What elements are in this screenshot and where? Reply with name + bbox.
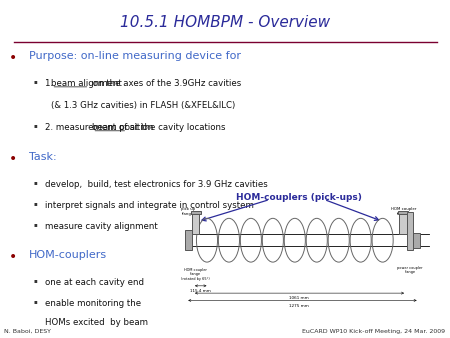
Text: •: •: [9, 250, 17, 264]
Text: 2. measurement of: 2. measurement of: [45, 123, 130, 132]
Text: enable monitoring the: enable monitoring the: [45, 299, 141, 308]
Text: beam alignment: beam alignment: [51, 79, 122, 89]
Text: 10.5.1 HOMBPM - Overview: 10.5.1 HOMBPM - Overview: [120, 15, 330, 30]
Bar: [191, 211, 201, 214]
Text: 1.: 1.: [45, 79, 56, 89]
Text: 1275 mm: 1275 mm: [289, 304, 309, 308]
Text: 1061 mm: 1061 mm: [289, 296, 309, 300]
Bar: [400, 214, 407, 234]
Bar: [407, 212, 413, 250]
Text: interpret signals and integrate in control system: interpret signals and integrate in contr…: [45, 201, 254, 210]
Text: HOM-couplers: HOM-couplers: [29, 250, 108, 261]
Text: HOM-couplers (pick-ups): HOM-couplers (pick-ups): [236, 193, 362, 202]
Text: 115.4 mm: 115.4 mm: [190, 289, 211, 293]
Text: pick up
flange: pick up flange: [181, 208, 196, 216]
Text: ▪: ▪: [34, 222, 37, 227]
Text: at the cavity locations: at the cavity locations: [127, 123, 226, 132]
Text: HOMs excited  by beam: HOMs excited by beam: [45, 318, 148, 327]
Text: ▪: ▪: [34, 278, 37, 283]
Bar: [185, 230, 192, 250]
Bar: [398, 211, 408, 214]
Text: measure cavity alignment: measure cavity alignment: [45, 222, 158, 231]
Text: HOM coupler
flange
(rotated by 65°): HOM coupler flange (rotated by 65°): [181, 268, 210, 281]
Text: HOM coupler
flange: HOM coupler flange: [391, 208, 416, 216]
Text: •: •: [9, 152, 17, 166]
Text: N. Baboi, DESY: N. Baboi, DESY: [4, 329, 51, 334]
Text: ▪: ▪: [34, 79, 37, 84]
Text: ▪: ▪: [34, 123, 37, 128]
Text: on the axes of the 3.9GHz cavities: on the axes of the 3.9GHz cavities: [90, 79, 241, 89]
Text: ▪: ▪: [34, 180, 37, 185]
Text: •: •: [9, 51, 17, 65]
Bar: [192, 214, 199, 234]
Text: EuCARD WP10 Kick-off Meeting, 24 Mar. 2009: EuCARD WP10 Kick-off Meeting, 24 Mar. 20…: [302, 329, 446, 334]
Text: (& 1.3 GHz cavities) in FLASH (&XFEL&ILC): (& 1.3 GHz cavities) in FLASH (&XFEL&ILC…: [51, 101, 235, 111]
Text: develop,  build, test electronics for 3.9 GHz cavities: develop, build, test electronics for 3.9…: [45, 180, 268, 189]
Text: power coupler
flange: power coupler flange: [397, 266, 423, 274]
Text: Task:: Task:: [29, 152, 57, 162]
Text: Purpose: on-line measuring device for: Purpose: on-line measuring device for: [29, 51, 241, 61]
Text: ▪: ▪: [34, 201, 37, 206]
Bar: [413, 233, 419, 248]
Text: ▪: ▪: [34, 299, 37, 304]
Text: beam position: beam position: [92, 123, 153, 132]
Text: one at each cavity end: one at each cavity end: [45, 278, 144, 287]
